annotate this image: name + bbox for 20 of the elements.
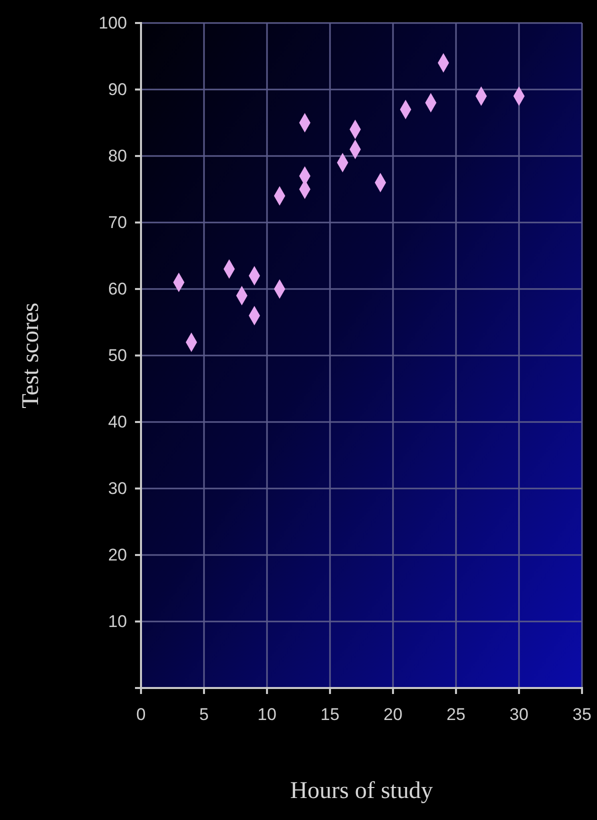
x-tick-label: 10 [258, 705, 276, 724]
y-tick-label: 50 [108, 346, 127, 365]
x-tick-label: 25 [446, 705, 466, 724]
y-tick-label: 80 [108, 146, 127, 166]
y-tick-label: 40 [108, 412, 127, 432]
y-axis-title: Test scores [18, 302, 44, 408]
x-tick-label: 30 [510, 705, 528, 724]
x-axis-title: Hours of study [290, 778, 433, 804]
x-tick-label: 20 [384, 705, 402, 724]
y-tick-label: 20 [108, 545, 127, 564]
y-tick-label: 60 [108, 279, 127, 298]
y-tick-label: 100 [98, 13, 127, 32]
y-tick-label: 90 [108, 80, 127, 99]
x-tick-label: 15 [320, 705, 340, 724]
y-tick-label: 10 [108, 612, 127, 631]
y-tick-label: 30 [108, 478, 127, 498]
y-tick-label: 70 [108, 212, 127, 232]
x-tick-label: 35 [572, 705, 592, 724]
x-tick-label: 0 [136, 705, 146, 724]
x-tick-label: 5 [199, 705, 209, 724]
